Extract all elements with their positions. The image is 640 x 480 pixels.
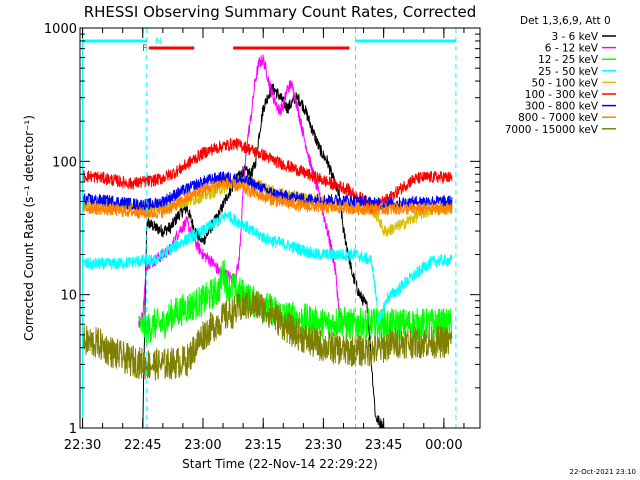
chart-title: RHESSI Observing Summary Count Rates, Co… bbox=[84, 3, 477, 21]
x-tick-label: 23:45 bbox=[365, 438, 402, 453]
legend-item-label: 25 - 50 keV bbox=[538, 66, 599, 78]
legend-item: 300 - 800 keV bbox=[525, 101, 616, 113]
series-group bbox=[82, 54, 453, 428]
y-axis-label: Corrected Count Rate (s⁻¹ detector⁻¹) bbox=[22, 115, 36, 341]
x-tick-label: 00:00 bbox=[425, 438, 462, 453]
legend-item-label: 100 - 300 keV bbox=[525, 89, 599, 101]
legend-item: 6 - 12 keV bbox=[545, 43, 616, 55]
y-tick-label: 1000 bbox=[44, 22, 77, 37]
x-tick-label: 22:45 bbox=[124, 438, 161, 453]
legend-item-label: 3 - 6 keV bbox=[551, 31, 598, 43]
annotation-label: N bbox=[155, 37, 162, 47]
x-tick-label: 23:00 bbox=[184, 438, 221, 453]
y-axis: 1 10 100 1000 bbox=[44, 22, 480, 437]
legend-item-label: 7000 - 15000 keV bbox=[505, 124, 599, 136]
legend-item-label: 12 - 25 keV bbox=[538, 54, 599, 66]
legend-item: 25 - 50 keV bbox=[538, 66, 616, 78]
x-axis-label: Start Time (22-Nov-14 22:29:22) bbox=[182, 457, 378, 471]
legend-header: Det 1,3,6,9, Att 0 bbox=[520, 15, 611, 27]
legend-item: 3 - 6 keV bbox=[551, 31, 616, 43]
series-line bbox=[138, 54, 344, 328]
y-tick-label: 1 bbox=[69, 422, 77, 437]
legend-item: 12 - 25 keV bbox=[538, 54, 616, 66]
x-axis: 22:30 22:45 23:00 23:15 23:30 23:45 00:00 bbox=[64, 28, 465, 453]
x-tick-label: 23:30 bbox=[305, 438, 342, 453]
y-tick-label: 100 bbox=[52, 155, 77, 170]
series-line bbox=[142, 83, 385, 428]
legend-item-label: 50 - 100 keV bbox=[531, 77, 598, 89]
legend-item-label: 300 - 800 keV bbox=[525, 101, 599, 113]
annotation-label: F bbox=[142, 44, 147, 54]
legend-item: 50 - 100 keV bbox=[531, 77, 616, 89]
x-tick-label: 23:15 bbox=[244, 438, 281, 453]
series-line bbox=[82, 137, 453, 214]
footer-timestamp: 22-Oct-2021 23:10 bbox=[570, 468, 636, 476]
legend-item-label: 6 - 12 keV bbox=[545, 43, 599, 55]
x-tick-label: 22:30 bbox=[64, 438, 101, 453]
series-line bbox=[82, 288, 453, 381]
legend-item: 100 - 300 keV bbox=[525, 89, 616, 101]
legend-item: 7000 - 15000 keV bbox=[505, 124, 616, 136]
legend-item-label: 800 - 7000 keV bbox=[518, 112, 599, 124]
legend-item: 800 - 7000 keV bbox=[518, 112, 616, 124]
series-line bbox=[82, 177, 453, 219]
plot-frame bbox=[79, 27, 481, 429]
series-line bbox=[82, 210, 453, 325]
y-tick-label: 10 bbox=[60, 289, 77, 304]
